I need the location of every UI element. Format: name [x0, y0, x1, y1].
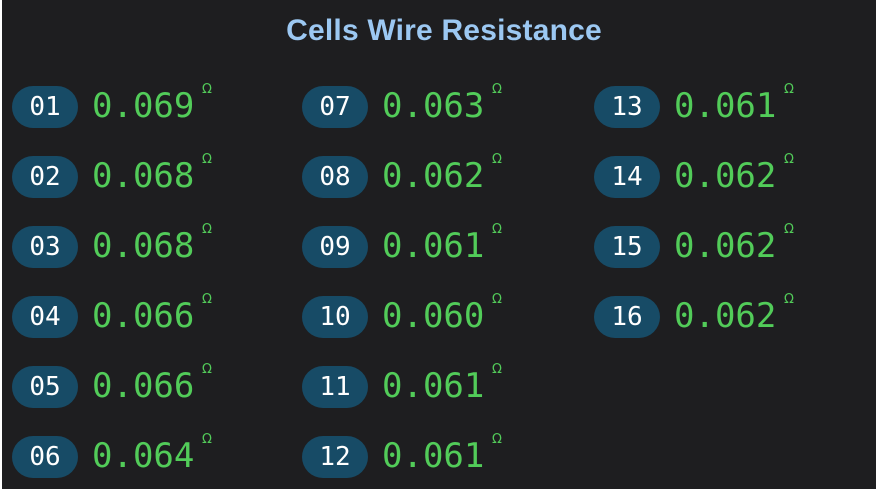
ohm-unit: Ω — [492, 292, 502, 307]
cell-item: 05 0.066 Ω — [12, 362, 272, 410]
cell-number-badge: 10 — [302, 296, 368, 338]
resistance-value: 0.068 — [92, 226, 195, 266]
ohm-unit: Ω — [492, 222, 502, 237]
resistance-value: 0.062 — [382, 156, 485, 196]
cell-item: 12 0.061 Ω — [302, 432, 562, 480]
resistance-value: 0.066 — [92, 296, 195, 336]
ohm-unit: Ω — [202, 432, 212, 447]
ohm-unit: Ω — [492, 432, 502, 447]
cell-item: 10 0.060 Ω — [302, 292, 562, 340]
resistance-value: 0.062 — [674, 296, 777, 336]
ohm-unit: Ω — [492, 152, 502, 167]
cell-item: 08 0.062 Ω — [302, 152, 562, 200]
ohm-unit: Ω — [784, 82, 794, 97]
cell-number-badge: 15 — [594, 226, 660, 268]
resistance-value: 0.061 — [674, 86, 777, 126]
cell-item: 02 0.068 Ω — [12, 152, 272, 200]
ohm-unit: Ω — [492, 362, 502, 377]
cell-number-badge: 14 — [594, 156, 660, 198]
resistance-value: 0.060 — [382, 296, 485, 336]
cell-number-badge: 08 — [302, 156, 368, 198]
ohm-unit: Ω — [202, 292, 212, 307]
cell-number-badge: 05 — [12, 366, 78, 408]
cell-number-badge: 04 — [12, 296, 78, 338]
ohm-unit: Ω — [492, 82, 502, 97]
ohm-unit: Ω — [784, 152, 794, 167]
cell-item: 14 0.062 Ω — [594, 152, 854, 200]
cell-number-badge: 07 — [302, 86, 368, 128]
cell-item: 06 0.064 Ω — [12, 432, 272, 480]
cell-item: 13 0.061 Ω — [594, 82, 854, 130]
resistance-value: 0.061 — [382, 366, 485, 406]
cell-number-badge: 02 — [12, 156, 78, 198]
ohm-unit: Ω — [202, 222, 212, 237]
cell-number-badge: 11 — [302, 366, 368, 408]
cell-item: 01 0.069 Ω — [12, 82, 272, 130]
cell-item: 16 0.062 Ω — [594, 292, 854, 340]
resistance-value: 0.066 — [92, 366, 195, 406]
cell-number-badge: 16 — [594, 296, 660, 338]
resistance-value: 0.061 — [382, 226, 485, 266]
cell-number-badge: 01 — [12, 86, 78, 128]
cell-item: 07 0.063 Ω — [302, 82, 562, 130]
ohm-unit: Ω — [202, 82, 212, 97]
cell-item: 15 0.062 Ω — [594, 222, 854, 270]
resistance-value: 0.068 — [92, 156, 195, 196]
ohm-unit: Ω — [784, 292, 794, 307]
cell-number-badge: 06 — [12, 436, 78, 478]
cell-number-badge: 13 — [594, 86, 660, 128]
ohm-unit: Ω — [202, 362, 212, 377]
cell-item: 03 0.068 Ω — [12, 222, 272, 270]
resistance-value: 0.069 — [92, 86, 195, 126]
cell-number-badge: 03 — [12, 226, 78, 268]
resistance-value: 0.063 — [382, 86, 485, 126]
ohm-unit: Ω — [202, 152, 212, 167]
cell-item: 09 0.061 Ω — [302, 222, 562, 270]
resistance-value: 0.062 — [674, 226, 777, 266]
cell-number-badge: 09 — [302, 226, 368, 268]
ohm-unit: Ω — [784, 222, 794, 237]
cell-number-badge: 12 — [302, 436, 368, 478]
cell-item: 04 0.066 Ω — [12, 292, 272, 340]
resistance-value: 0.064 — [92, 436, 195, 476]
cell-item: 11 0.061 Ω — [302, 362, 562, 410]
resistance-value: 0.061 — [382, 436, 485, 476]
page-title: Cells Wire Resistance — [286, 14, 602, 47]
resistance-value: 0.062 — [674, 156, 777, 196]
